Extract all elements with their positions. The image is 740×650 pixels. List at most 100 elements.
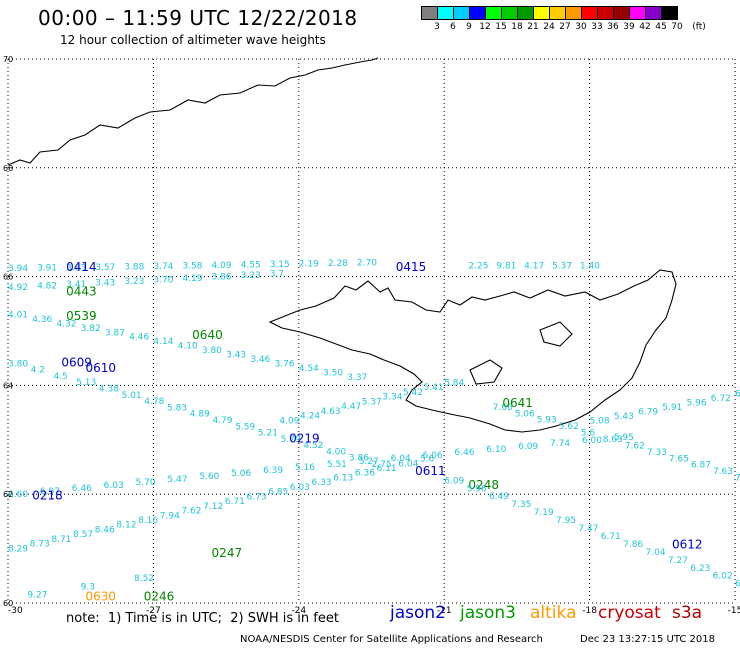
lat-label: 64 [3, 381, 13, 390]
colorbar-label: 30 [575, 22, 587, 32]
pass-time-label: 0247 [212, 546, 243, 560]
wave-height-value: 6.97 [40, 487, 60, 497]
wave-height-value: 4.32 [56, 319, 76, 329]
wave-height-value: 4.01 [8, 310, 28, 320]
wave-height-value: 5.84 [444, 378, 464, 388]
wave-height-value: 3.23 [241, 271, 261, 281]
wave-height-value: 6.5 [735, 389, 740, 399]
wave-height-value: 6.04 [398, 459, 418, 469]
wave-height-value: 7.04 [646, 548, 666, 558]
pass-time-label: 0612 [672, 538, 703, 552]
pass-time-label: 0610 [86, 361, 117, 375]
wave-height-value: 5.6 [581, 429, 596, 439]
wave-height-value: 6.73 [247, 492, 267, 502]
wave-height-value: 4.09 [279, 416, 299, 426]
lon-label: -27 [146, 606, 161, 616]
lon-label: -18 [582, 606, 597, 616]
wave-height-value: 5.6 [420, 455, 435, 465]
wave-height-value: 3.7 [270, 270, 284, 280]
map-subtitle: 12 hour collection of altimeter wave hei… [60, 33, 326, 47]
colorbar-label: 27 [559, 22, 571, 32]
wave-height-value: 3.91 [37, 264, 57, 274]
wave-height-value: 3.46 [250, 355, 270, 365]
lat-label: 66 [3, 273, 13, 282]
iceland-lake [469, 359, 503, 385]
colorbar-label: 45 [655, 22, 667, 32]
wave-height-value: 8.46 [95, 525, 115, 535]
wave-height-value: 4.89 [190, 410, 210, 420]
wave-height-value: 4.54 [299, 364, 319, 374]
pass-time-label: 0640 [192, 328, 223, 342]
pass-time-label: 0248 [468, 478, 499, 492]
wave-height-value: 3.80 [8, 359, 28, 369]
wave-height-value: 3.15 [270, 260, 290, 270]
wave-height-value: 8.57 [73, 530, 93, 540]
lon-label: -21 [437, 606, 452, 616]
wave-height-value: 7.86 [623, 540, 643, 550]
wave-height-value: 4.46 [129, 333, 149, 343]
legend-s3a: s3a [672, 603, 703, 623]
wave-height-value: 4.24 [300, 412, 320, 422]
wave-height-value: 6.23 [690, 564, 710, 574]
lat-label: 68 [3, 164, 13, 173]
wave-height-value: 5.96 [467, 484, 487, 494]
wave-height-value: 3.50 [323, 368, 343, 378]
wave-height-value: 6.03 [104, 481, 124, 491]
footer-agency: NOAA/NESDIS Center for Satellite Applica… [240, 634, 543, 645]
colorbar-label: 12 [479, 22, 491, 32]
wave-height-value: 4.2 [31, 366, 45, 376]
colorbar-label: 33 [591, 22, 603, 32]
wave-height-value: 5.96 [687, 398, 707, 408]
wave-height-value: 4.00 [326, 447, 346, 457]
wave-height-value: 3.83 [66, 263, 86, 273]
wave-height-value: 7.74 [550, 439, 570, 449]
wave-height-value: 5.59 [235, 422, 255, 432]
wave-height-value: 8.29 [8, 544, 28, 554]
wave-height-value: 8.12 [116, 521, 136, 531]
pass-time-label: 0609 [61, 355, 92, 369]
colorbar-label: 70 [671, 22, 683, 32]
wave-height-value: 3.80 [202, 346, 222, 356]
wave-height-value: 8.63 [603, 435, 623, 445]
wave-height-value: 6.49 [489, 492, 509, 502]
lon-label: -15 [728, 606, 740, 616]
coastline [7, 57, 677, 433]
wave-height-value: 5.91 [662, 403, 682, 413]
wave-height-value: 1.40 [580, 261, 600, 271]
wave-height-value: 4.19 [182, 274, 202, 284]
wave-height-value: 6.02 [713, 572, 733, 582]
wave-height-value: 6.06 [423, 451, 443, 461]
wave-height-value: 4.17 [524, 261, 544, 271]
wave-height-value: 5.60 [199, 472, 219, 482]
wave-height-value: 3.94 [8, 264, 28, 274]
axis-labels: 70 68 66 64 62 60-30 -27 -24 -21 -18 -15 [3, 55, 740, 616]
wave-height-value: 5.93 [537, 416, 557, 426]
wave-height-value: 5.13 [76, 378, 96, 388]
wave-height-value: 2.28 [328, 259, 348, 269]
wave-height-value: 5.27 [359, 457, 379, 467]
wave-height-value: 4.79 [212, 416, 232, 426]
satellite-tracks: 3.94 3.91 3.83 3.57 3.88 3.74 3.58 4.09 4.55 3.15… [8, 259, 740, 604]
colorbar-swatch [661, 6, 678, 20]
wave-height-value: 7.66 [493, 403, 513, 413]
wave-height-value: 6.87 [691, 461, 711, 471]
wave-height-value: 4.92 [8, 283, 28, 293]
wave-height-value: 7.62 [181, 507, 201, 517]
wave-height-value: 5.41 [424, 383, 444, 393]
wave-height-value: 3.41 [66, 280, 86, 290]
wave-height-value: 6.72 [711, 394, 731, 404]
iceland-coast [268, 269, 677, 433]
wave-height-value: 5.47 [167, 475, 187, 485]
pass-time-label: 0219 [289, 432, 320, 446]
colorbar-label: 36 [607, 22, 619, 32]
pass-time-label: 0414 [66, 260, 97, 274]
legend-jason2: jason2 [390, 603, 446, 623]
wave-height-value: 6.33 [312, 478, 332, 488]
wave-height-value: 3.37 [347, 373, 367, 383]
wave-height-value: 6.39 [263, 466, 283, 476]
wave-height-value: 7.63 [713, 467, 733, 477]
pass-time-label: 0246 [144, 589, 175, 603]
wave-height-value: 3.43 [95, 279, 115, 289]
pass-time-label: 0611 [415, 464, 446, 478]
